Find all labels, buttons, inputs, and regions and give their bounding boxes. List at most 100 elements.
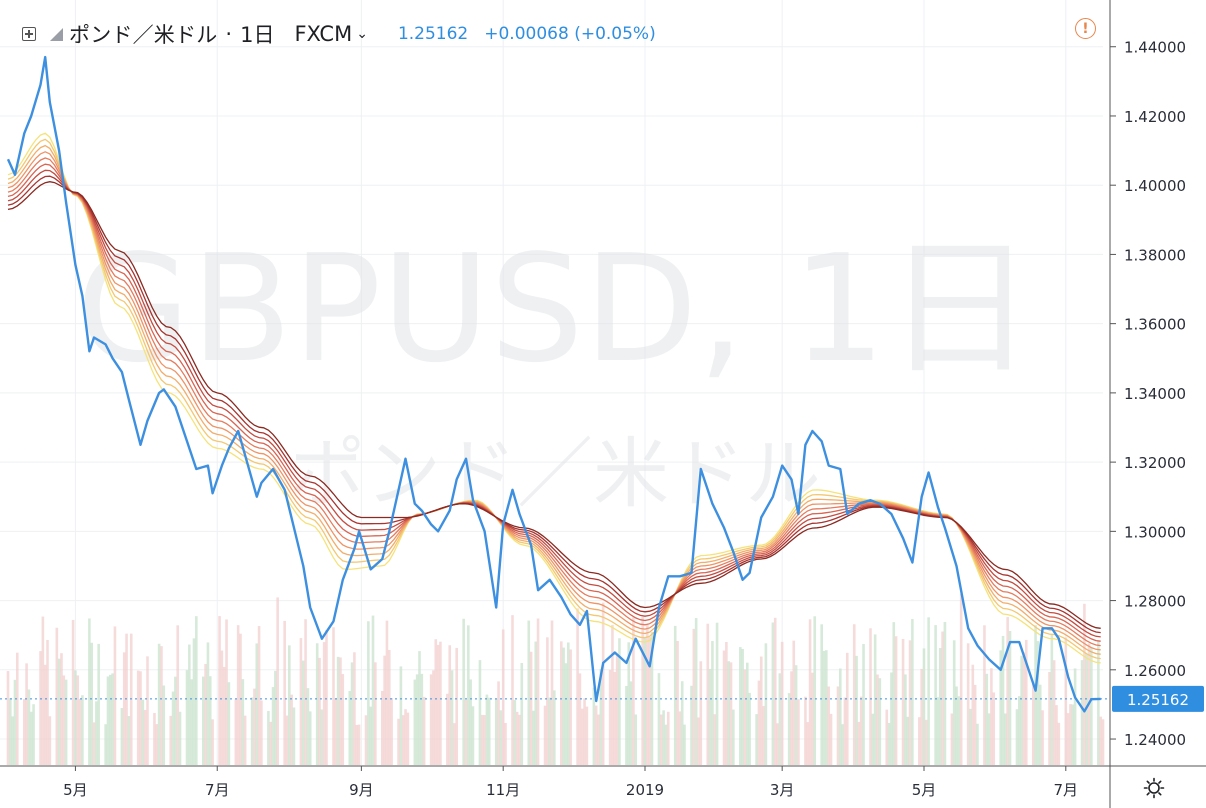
volume-bar [983, 625, 986, 765]
volume-bar [804, 696, 807, 765]
price-series [6, 55, 1101, 713]
volume-bar [397, 718, 400, 765]
volume-bar [318, 657, 321, 765]
volume-bar [634, 714, 638, 765]
volume-bar [808, 619, 812, 765]
volume-bar [92, 722, 96, 765]
volume-bar [43, 664, 47, 765]
interval-label[interactable]: 1日 [240, 23, 275, 47]
volume-bar [1001, 635, 1005, 765]
volume-bar [564, 663, 568, 765]
y-tick-label: 1.40000 [1124, 177, 1186, 195]
volume-bar [680, 681, 684, 765]
volume-bar [299, 638, 303, 765]
volume-bar [1004, 713, 1007, 765]
volume-bar [648, 637, 651, 765]
volume-bar [306, 688, 310, 765]
symbol-label[interactable]: ポンド／米ドル [69, 23, 218, 47]
y-tick-label: 1.42000 [1124, 108, 1186, 126]
volume-bar [483, 715, 486, 765]
volume-bar [192, 638, 196, 765]
volume-bar [257, 625, 261, 765]
volume-bar [332, 627, 335, 765]
volume-bar [236, 625, 240, 765]
volume-bar [666, 711, 670, 765]
volume-bar [218, 616, 221, 765]
volume-bar [336, 656, 340, 765]
volume-bar [406, 712, 410, 765]
volume-bar [22, 699, 26, 765]
y-tick-label: 1.36000 [1124, 316, 1186, 334]
volume-bar [1099, 716, 1102, 765]
volume-bar [725, 642, 728, 765]
volume-bar [957, 696, 961, 765]
volume-bar [487, 697, 491, 765]
volume-bar [950, 713, 954, 765]
volume-bar [773, 617, 777, 765]
volume-bar [497, 681, 500, 765]
volume-bar [1018, 696, 1021, 765]
volume-bar [369, 706, 372, 765]
volume-bar [485, 694, 489, 765]
hide-legend-icon[interactable] [50, 27, 63, 41]
exchange-selector[interactable]: FXCM ⌄ [294, 22, 367, 46]
volume-bar [845, 652, 849, 765]
volume-bar [1008, 630, 1012, 765]
volume-bar [1036, 641, 1040, 765]
volume-bar [771, 622, 775, 765]
volume-bar [141, 699, 145, 765]
volume-bar [673, 625, 677, 765]
volume-bar [1066, 713, 1070, 765]
volume-bar [827, 686, 830, 765]
volume-bar [690, 685, 693, 765]
volume-bar [499, 710, 503, 765]
volume-bar [462, 618, 465, 765]
volume-bar [1041, 710, 1044, 765]
volume-bar [1020, 655, 1023, 765]
volume-bar [708, 668, 712, 765]
volume-bar [911, 619, 914, 765]
volume-bar [1073, 668, 1077, 765]
volume-bar [683, 724, 686, 765]
volume-bar [6, 671, 10, 765]
volume-bar [467, 625, 470, 765]
volume-bar [922, 648, 926, 765]
volume-bar [357, 724, 361, 765]
volume-bar [401, 715, 405, 765]
settings-gear-icon[interactable] [1142, 776, 1166, 800]
volume-bar [162, 685, 166, 765]
volume-bar [553, 690, 556, 765]
volume-bar [662, 710, 665, 765]
volume-bar [355, 724, 359, 765]
volume-bar [239, 633, 242, 765]
add-symbol-icon[interactable] [22, 27, 36, 41]
volume-bar [62, 675, 66, 765]
chart-header: ポンド／米ドル · 1日 FXCM ⌄ 1.25162 +0.00068 (+0… [0, 14, 760, 54]
volume-bar [1048, 671, 1051, 765]
volume-bar [862, 643, 865, 765]
volume-bar [1052, 660, 1056, 765]
volume-bar [592, 687, 596, 765]
volume-bar [501, 629, 505, 765]
volume-bar [413, 679, 417, 765]
volume-bar [71, 619, 75, 765]
volume-bar [764, 643, 768, 765]
volume-bar [450, 670, 454, 765]
volume-bar [706, 623, 710, 765]
volume-bar [436, 644, 440, 765]
volume-bar [188, 644, 191, 765]
volume-bar [222, 666, 226, 765]
volume-bar [890, 672, 893, 765]
volume-bar [855, 655, 858, 765]
volume-bar [762, 706, 765, 765]
volume-bar [255, 643, 259, 765]
volume-bar [208, 676, 212, 765]
y-tick-label: 1.28000 [1124, 593, 1186, 611]
volume-bar [859, 696, 863, 765]
chevron-down-icon: ⌄ [356, 26, 368, 42]
volume-bar [548, 697, 551, 765]
y-tick-label: 1.38000 [1124, 246, 1186, 264]
volume-bar [453, 723, 456, 765]
alert-icon[interactable]: ! [1075, 18, 1096, 39]
